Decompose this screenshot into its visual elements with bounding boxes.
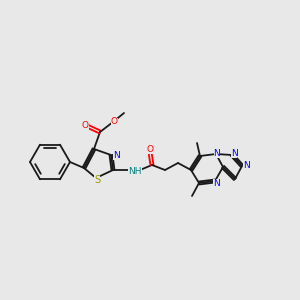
Text: N: N [213,178,219,188]
Text: N: N [214,148,220,158]
Text: N: N [112,151,119,160]
Text: N: N [231,148,237,158]
Text: O: O [110,118,118,127]
Text: O: O [146,145,154,154]
Text: O: O [82,122,88,130]
Text: S: S [94,175,100,185]
Text: NH: NH [128,167,142,176]
Text: N: N [243,161,249,170]
